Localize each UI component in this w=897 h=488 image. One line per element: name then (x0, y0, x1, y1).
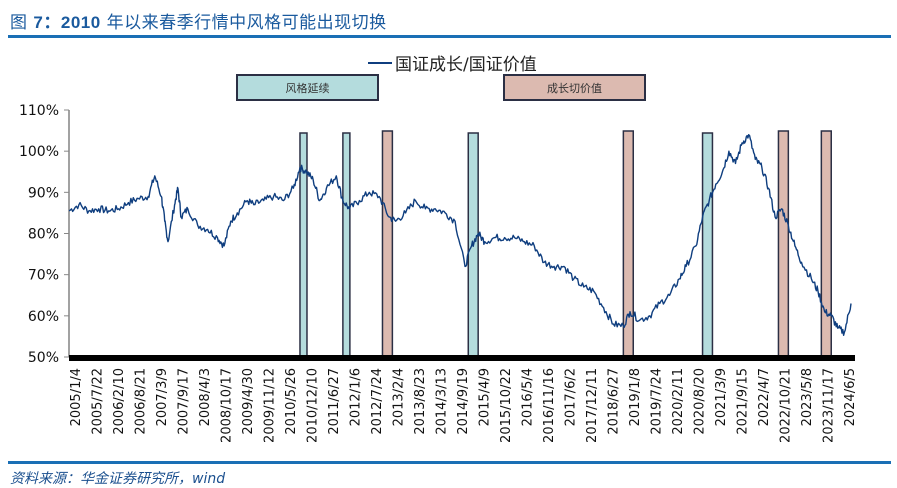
x-tick-label: 2009/4/30 (241, 368, 256, 435)
legend-box-growth-to-value: 成长切价值 (503, 74, 646, 101)
x-tick-label: 2006/2/10 (112, 368, 127, 435)
x-tick-label: 2019/7/24 (650, 368, 665, 435)
y-tick-label: 50% (28, 350, 59, 366)
x-tick-label: 2015/4/9 (478, 368, 493, 426)
highlight-bar-growth-to-value (381, 130, 394, 360)
x-tick-label: 2010/12/10 (306, 368, 321, 443)
title-divider (8, 35, 891, 38)
y-tick-label: 60% (28, 309, 59, 325)
x-tick-label: 2013/2/4 (392, 368, 407, 426)
legend-box-style-continue-label: 风格延续 (285, 81, 330, 95)
y-tick-label: 110% (19, 103, 59, 119)
x-tick-label: 2021/3/9 (714, 368, 729, 426)
x-tick-label: 2008/4/3 (198, 368, 213, 426)
x-tick-label: 2008/10/17 (220, 368, 235, 443)
x-tick-label: 2014/3/13 (435, 368, 450, 435)
x-tick-label: 2012/1/6 (349, 368, 364, 426)
y-tick-label: 70% (28, 268, 59, 284)
x-tick-label: 2022/10/21 (779, 368, 794, 443)
legend-series-label: 国证成长/国证价值 (395, 55, 537, 75)
highlight-bar-style-continue (701, 132, 714, 360)
x-tick-label: 2011/6/27 (327, 368, 342, 435)
x-tick-label: 2020/2/11 (671, 368, 686, 435)
x-tick-label: 2016/11/16 (542, 368, 557, 443)
figure-title-text: 年以来春季行情中风格可能出现切换 (106, 13, 387, 33)
figure-title-number: 7：2010 (33, 13, 101, 32)
y-tick-label: 90% (28, 185, 59, 201)
x-tick-label: 2007/9/17 (177, 368, 192, 435)
x-tick-label: 2006/8/21 (134, 368, 149, 435)
legend-line-swatch-icon (368, 61, 392, 64)
x-tick-label: 2018/6/27 (607, 368, 622, 435)
x-tick-label: 2013/8/23 (413, 368, 428, 435)
x-tick-label: 2007/3/9 (155, 368, 170, 426)
x-tick-label: 2016/5/4 (521, 368, 536, 426)
x-tick-label: 2021/9/15 (736, 368, 751, 435)
highlight-bar-style-continue (342, 132, 351, 360)
x-tick-label: 2017/12/11 (585, 368, 600, 443)
figure-title: 图 7：2010 年以来春季行情中风格可能出现切换 (10, 8, 387, 33)
legend-box-growth-to-value-label: 成长切价值 (547, 81, 602, 95)
y-tick-label: 80% (28, 227, 59, 243)
series-line-growth-value-ratio (68, 133, 852, 336)
x-tick-label: 2015/10/22 (499, 368, 514, 443)
highlight-bar-growth-to-value (777, 130, 790, 360)
x-tick-label: 2023/11/17 (822, 368, 837, 443)
x-axis-baseline (69, 355, 855, 361)
x-tick-label: 2020/8/20 (693, 368, 708, 435)
chart-legend: 国证成长/国证价值 (368, 50, 537, 75)
x-tick-label: 2014/9/19 (456, 368, 471, 435)
legend-box-style-continue: 风格延续 (236, 74, 379, 101)
x-tick-label: 2005/1/4 (69, 368, 84, 426)
highlight-bar-growth-to-value (820, 130, 832, 360)
y-tick-label: 100% (19, 144, 59, 160)
x-tick-label: 2009/11/12 (263, 368, 278, 443)
x-tick-label: 2012/7/24 (370, 368, 385, 435)
x-tick-label: 2005/7/22 (91, 368, 106, 435)
footer-divider (8, 461, 891, 464)
x-tick-label: 2017/6/2 (564, 368, 579, 426)
figure-title-prefix: 图 (10, 13, 28, 33)
source-note: 资料来源：华金证券研究所，wind (10, 471, 226, 487)
x-tick-label: 2010/5/26 (284, 368, 299, 435)
x-tick-label: 2024/6/5 (843, 368, 858, 426)
x-tick-label: 2023/5/8 (800, 368, 815, 426)
x-tick-label: 2022/4/7 (757, 368, 772, 426)
x-tick-label: 2019/1/8 (628, 368, 643, 426)
